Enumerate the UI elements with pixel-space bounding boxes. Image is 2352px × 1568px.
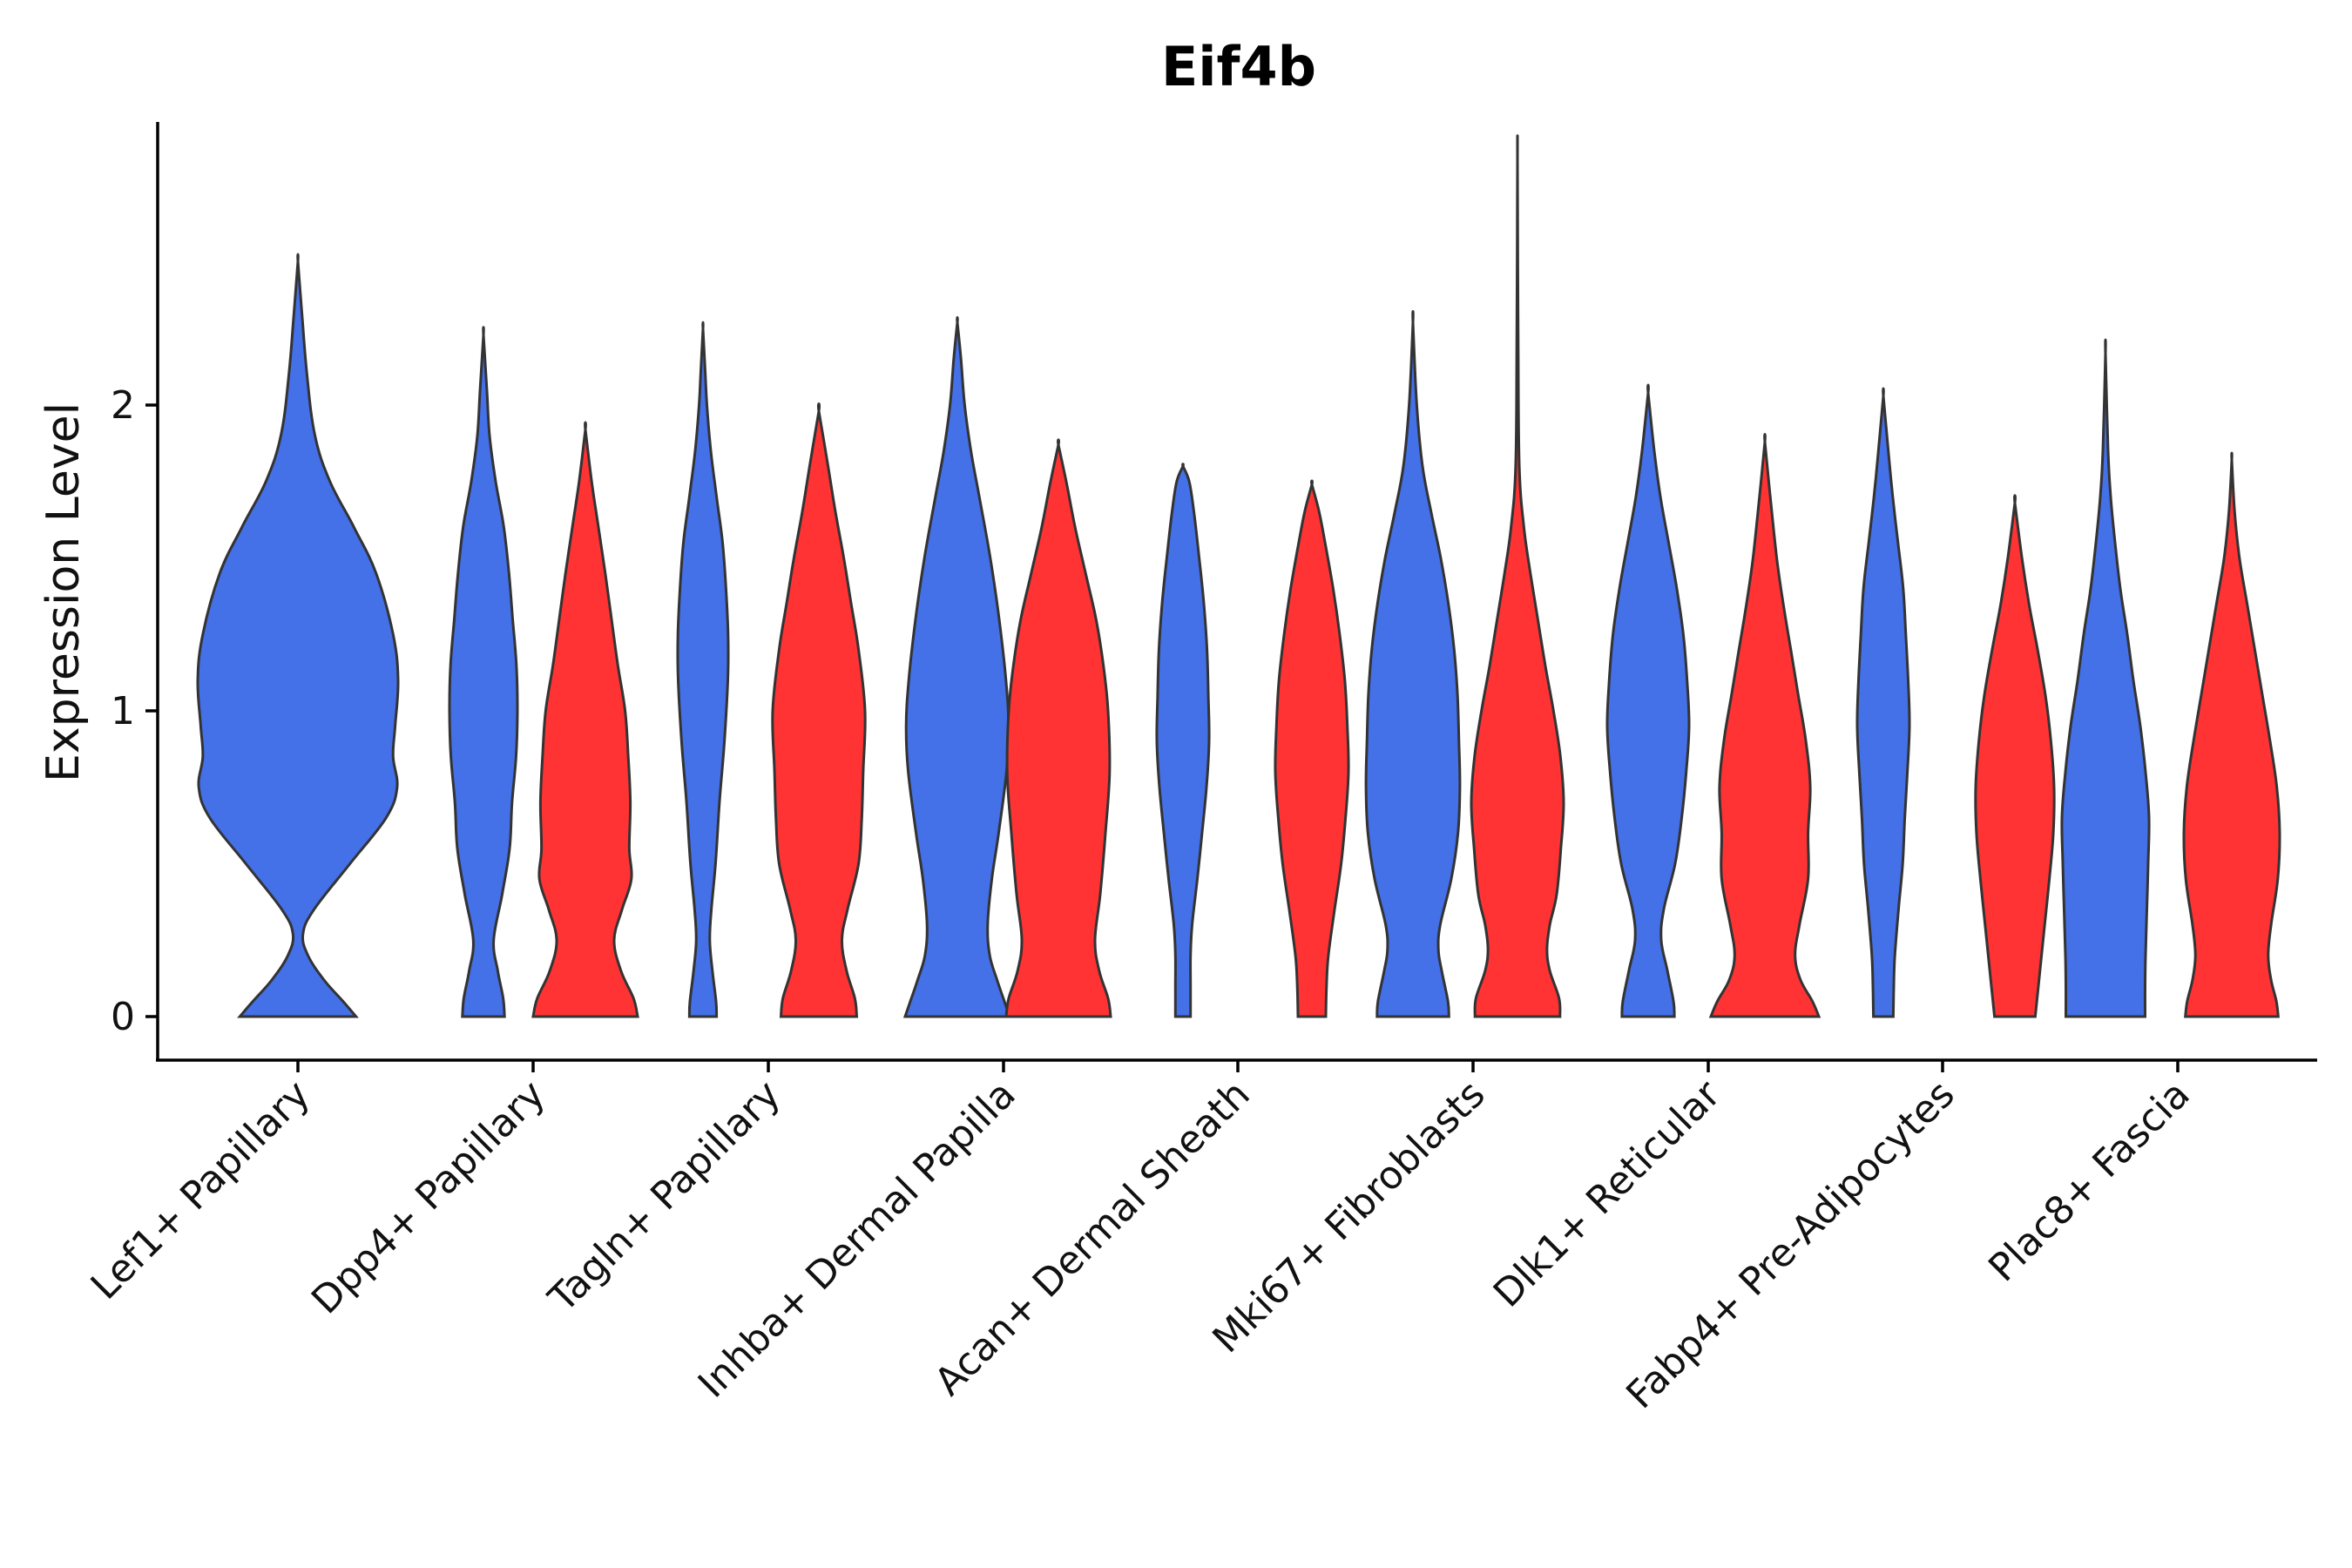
violin-group_b-inhba-dermal-papilla (1004, 438, 1112, 1018)
violin-group_a-dlk1-reticular (1605, 383, 1691, 1018)
violin-group_b-dpp4-papillary (531, 421, 639, 1018)
chart-title: Eif4b (1161, 35, 1316, 98)
violin-group_b-mki67-fibroblasts (1470, 134, 1565, 1018)
x-tick-label-dlk1-reticular: Dlk1+ Reticular (1485, 1071, 1730, 1316)
y-axis-label: Expression Level (37, 402, 90, 782)
x-tick-label-plac8-fascia: Plac8+ Fascia (1980, 1072, 2199, 1291)
violin-group_a-acan-dermal-sheath (1155, 463, 1211, 1018)
y-tick-label-1: 1 (111, 689, 135, 733)
x-tick-label-mki67-fibroblasts: Mki67+ Fibroblasts (1204, 1072, 1493, 1362)
violin-group_b-fabp4-pre-adipocytes (1974, 494, 2056, 1018)
y-tick-label-2: 2 (111, 383, 135, 428)
x-tick-label-dpp4-papillary: Dpp4+ Papillary (303, 1072, 554, 1323)
violin-group_b-plac8-fascia (2182, 451, 2281, 1018)
y-tick-label-0: 0 (111, 995, 135, 1039)
x-tick-label-tagln-papillary: Tagln+ Papillary (540, 1072, 789, 1321)
violin-group_a-lef1-papillary (196, 253, 400, 1018)
x-tick-label-lef1-papillary: Lef1+ Papillary (83, 1072, 319, 1308)
violin-group_a-mki67-fibroblasts (1364, 309, 1462, 1018)
violin-group_b-tagln-papillary (771, 402, 867, 1018)
violin-group_a-plac8-fascia (2060, 338, 2151, 1018)
violin-group_b-dlk1-reticular (1708, 433, 1821, 1018)
violin-group_a-tagln-papillary (676, 321, 730, 1018)
violin-group_a-fabp4-pre-adipocytes (1855, 387, 1911, 1018)
violin-group_a-dpp4-papillary (448, 326, 519, 1018)
plot-area (196, 134, 2281, 1018)
violin-group_b-acan-dermal-sheath (1274, 479, 1350, 1018)
violin-group_a-inhba-dermal-papilla (902, 316, 1012, 1018)
